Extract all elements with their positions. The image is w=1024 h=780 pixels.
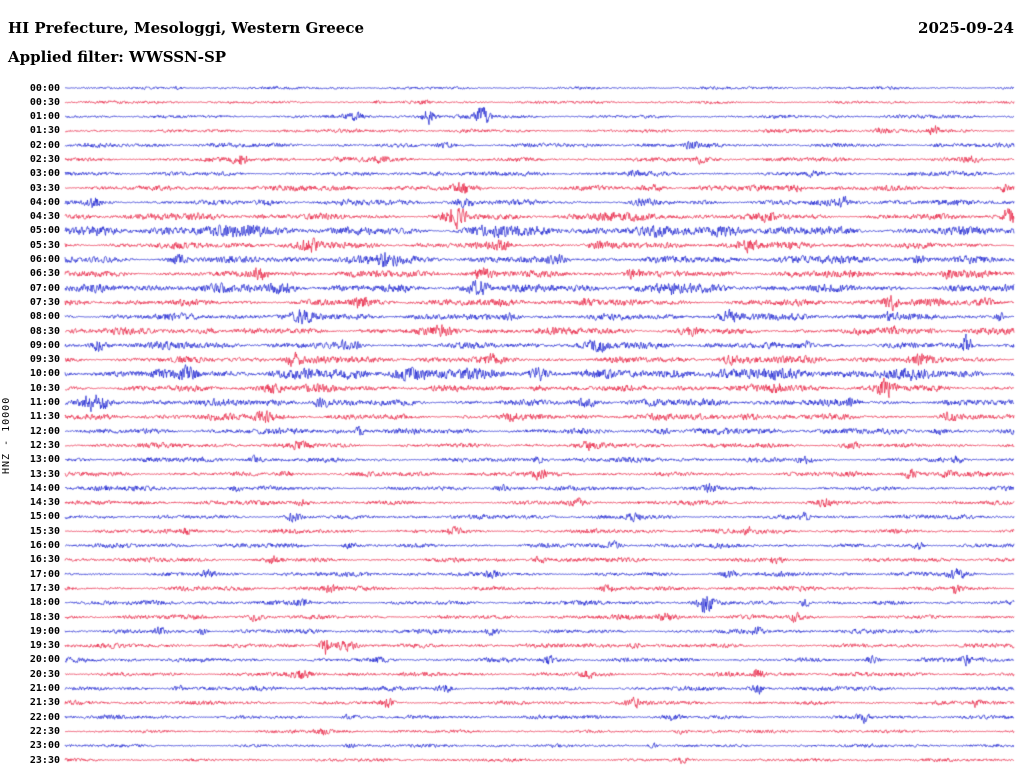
time-label: 13:00 xyxy=(29,454,60,466)
time-label: 01:30 xyxy=(29,125,60,137)
time-label: 06:30 xyxy=(29,268,60,280)
time-label: 19:00 xyxy=(29,625,60,637)
time-label: 02:30 xyxy=(29,153,60,165)
time-label: 23:30 xyxy=(29,754,60,766)
time-label: 05:30 xyxy=(29,239,60,251)
date-label: 2025-09-24 xyxy=(918,19,1014,37)
time-label: 17:30 xyxy=(29,582,60,594)
time-label: 15:30 xyxy=(29,525,60,537)
time-label: 18:00 xyxy=(29,597,60,609)
time-label: 08:30 xyxy=(29,325,60,337)
time-label: 22:30 xyxy=(29,725,60,737)
time-label: 11:30 xyxy=(29,411,60,423)
page-title: HI Prefecture, Mesologgi, Western Greece xyxy=(8,19,365,37)
time-label: 16:30 xyxy=(29,554,60,566)
time-label: 08:00 xyxy=(29,311,60,323)
time-label: 20:00 xyxy=(29,654,60,666)
time-label: 02:00 xyxy=(29,139,60,151)
time-label: 14:30 xyxy=(29,497,60,509)
time-label: 19:30 xyxy=(29,640,60,652)
time-label: 05:00 xyxy=(29,225,60,237)
time-label: 14:00 xyxy=(29,482,60,494)
time-label: 00:00 xyxy=(29,82,60,94)
time-label: 11:00 xyxy=(29,397,60,409)
time-label: 06:00 xyxy=(29,254,60,266)
time-label: 22:00 xyxy=(29,711,60,723)
time-label: 20:30 xyxy=(29,668,60,680)
time-label: 10:00 xyxy=(29,368,60,380)
time-label: 13:30 xyxy=(29,468,60,480)
time-label: 03:00 xyxy=(29,168,60,180)
time-label: 12:00 xyxy=(29,425,60,437)
time-label: 03:30 xyxy=(29,182,60,194)
time-label: 12:30 xyxy=(29,439,60,451)
time-label: 07:30 xyxy=(29,296,60,308)
time-label: 10:30 xyxy=(29,382,60,394)
time-label: 00:30 xyxy=(29,96,60,108)
time-label: 16:00 xyxy=(29,540,60,552)
time-label: 09:30 xyxy=(29,354,60,366)
filter-label: Applied filter: WWSSN-SP xyxy=(8,48,227,66)
time-label: 09:00 xyxy=(29,339,60,351)
time-label: 17:00 xyxy=(29,568,60,580)
time-label: 07:00 xyxy=(29,282,60,294)
time-label: 21:30 xyxy=(29,697,60,709)
time-label: 04:30 xyxy=(29,211,60,223)
time-label: 15:00 xyxy=(29,511,60,523)
time-label: 18:30 xyxy=(29,611,60,623)
time-label: 21:00 xyxy=(29,683,60,694)
time-axis: 00:00 00:30 01:00 01:30 02:00 02:30 03:00 03:30… xyxy=(0,0,62,780)
time-label: 23:00 xyxy=(29,740,60,752)
time-label: 01:00 xyxy=(29,111,60,123)
time-label: 04:00 xyxy=(29,196,60,208)
